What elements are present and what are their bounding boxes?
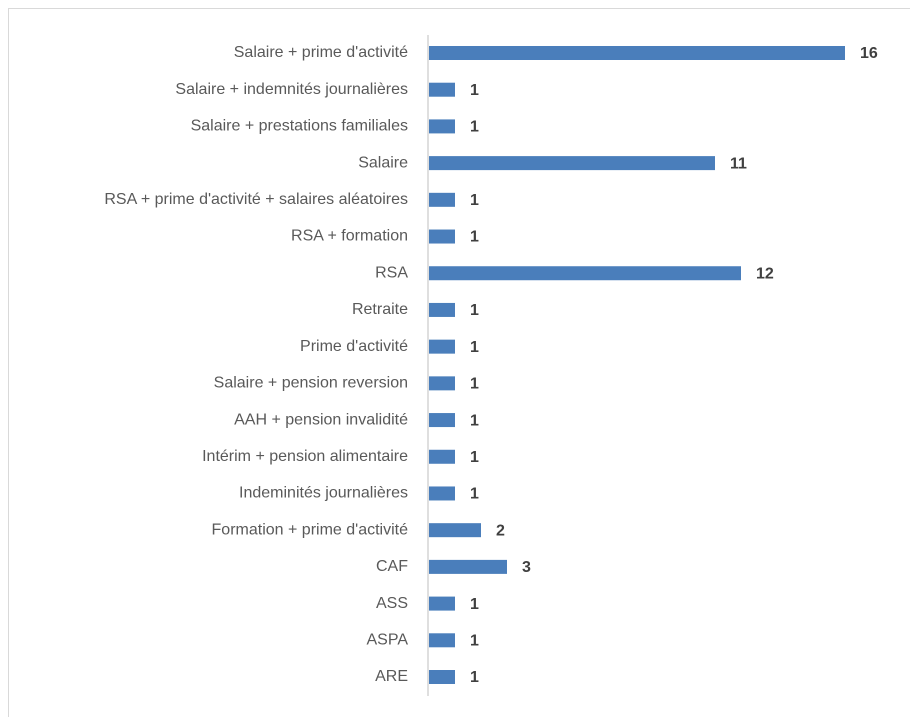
bar — [429, 486, 455, 501]
bar — [429, 559, 507, 574]
data-label: 1 — [470, 82, 479, 99]
bar — [429, 156, 715, 171]
data-label: 1 — [470, 229, 479, 246]
category-label: RSA — [375, 264, 408, 281]
data-label: 1 — [470, 376, 479, 393]
data-label: 3 — [522, 559, 531, 576]
category-label: ASS — [376, 595, 408, 612]
data-label: 1 — [470, 449, 479, 466]
category-label: ARE — [375, 668, 408, 685]
bar — [429, 302, 455, 317]
category-label: AAH + pension invalidité — [234, 411, 408, 428]
data-label: 1 — [470, 596, 479, 613]
bar — [429, 449, 455, 464]
data-label: 1 — [470, 669, 479, 686]
category-label: CAF — [376, 558, 408, 575]
bar — [429, 413, 455, 428]
chart-border — [8, 8, 910, 717]
bar — [429, 339, 455, 354]
bar — [429, 523, 481, 538]
category-label: Intérim + pension alimentaire — [202, 448, 408, 465]
category-label: Prime d'activité — [300, 338, 408, 355]
data-label: 1 — [470, 302, 479, 319]
category-label: Salaire + prestations familiales — [191, 118, 408, 135]
bar — [429, 633, 455, 648]
data-label: 11 — [730, 155, 747, 172]
bar — [429, 192, 455, 207]
category-label: Salaire — [358, 154, 408, 171]
bar — [429, 119, 455, 134]
data-label: 16 — [860, 45, 878, 62]
category-label: Formation + prime d'activité — [212, 521, 409, 538]
data-label: 1 — [470, 192, 479, 209]
bar — [429, 596, 455, 611]
data-label: 1 — [470, 633, 479, 650]
category-label: RSA + prime d'activité + salaires aléato… — [104, 191, 408, 208]
category-label: Salaire + indemnités journalières — [175, 81, 408, 98]
category-label: Retraite — [352, 301, 408, 318]
data-label: 1 — [470, 119, 479, 136]
bar — [429, 82, 455, 97]
data-label: 12 — [756, 265, 774, 282]
category-label: ASPA — [367, 632, 409, 649]
bar — [429, 46, 845, 60]
category-label: Salaire + pension reversion — [214, 375, 408, 392]
data-label: 1 — [470, 412, 479, 429]
category-label: RSA + formation — [291, 228, 408, 245]
data-label: 2 — [496, 522, 505, 539]
bar — [429, 229, 455, 244]
category-label: Salaire + prime d'activité — [234, 44, 408, 61]
category-label: Indeminités journalières — [239, 485, 408, 502]
bar — [429, 266, 741, 281]
bar — [429, 376, 455, 391]
data-label: 1 — [470, 486, 479, 503]
bar — [429, 670, 455, 684]
data-label: 1 — [470, 339, 479, 356]
